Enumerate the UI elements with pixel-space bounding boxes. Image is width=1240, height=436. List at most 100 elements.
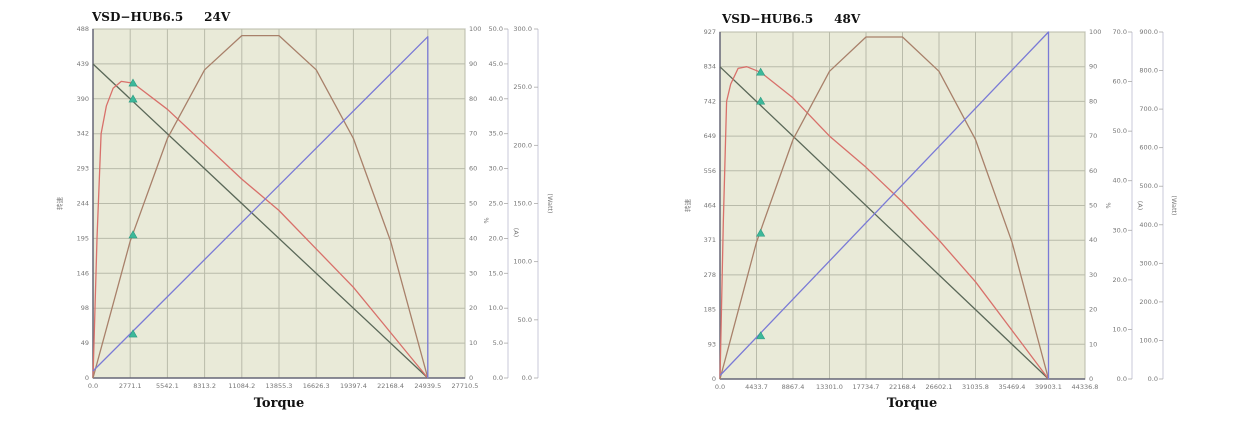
- x-tick-label: 0.0: [715, 383, 725, 391]
- left-tick-label: 488: [77, 25, 89, 33]
- series-line-left: [719, 66, 1049, 380]
- right-tick-label: 300.0: [513, 25, 532, 33]
- series-line-right1: [719, 31, 1050, 379]
- x-axis-label-48v: Torque: [886, 396, 938, 411]
- left-tick-label: 98: [81, 304, 89, 312]
- left-tick-label: 244: [77, 200, 89, 208]
- series-line-right1: [92, 36, 429, 378]
- right-tick-label: 0: [1089, 375, 1093, 383]
- left-tick-label: 0: [712, 375, 716, 383]
- right-tick-label: 15.0: [489, 269, 503, 277]
- x-tick-label: 19397.4: [340, 382, 367, 390]
- right-tick-label: 100: [469, 25, 481, 33]
- right-tick-label: 400.0: [1139, 221, 1158, 229]
- left-tick-label: 278: [704, 271, 716, 279]
- right-tick-label: 600.0: [1139, 144, 1158, 152]
- right-tick-label: 0.0: [1148, 375, 1158, 383]
- operating-point-marker: [756, 331, 766, 340]
- x-tick-label: 27710.5: [452, 382, 479, 390]
- left-axis-title: 转速: [683, 199, 692, 213]
- x-tick-label: 0.0: [88, 382, 98, 390]
- right-tick-label: 45.0: [489, 60, 503, 68]
- operating-point-marker: [128, 78, 138, 87]
- right-tick-label: 150.0: [513, 200, 532, 208]
- right-tick-label: 70.0: [1113, 28, 1127, 36]
- right-tick-label: 5.0: [493, 339, 503, 347]
- x-tick-label: 13855.3: [266, 382, 293, 390]
- right-tick-label: 30.0: [489, 165, 503, 173]
- right-axis-title: (A): [512, 228, 520, 238]
- series-line-right2: [719, 36, 1050, 380]
- right-tick-label: 20: [469, 304, 477, 312]
- right-axis-title: %: [482, 217, 490, 223]
- left-tick-label: 0: [85, 374, 89, 382]
- right-tick-label: 30.0: [1113, 226, 1127, 234]
- series-line-right0: [92, 80, 429, 379]
- right-axis-title: (Watt): [1170, 195, 1178, 215]
- right-tick-label: 20.0: [489, 234, 503, 242]
- right-tick-label: 70: [1089, 132, 1097, 140]
- x-tick-label: 24939.5: [414, 382, 441, 390]
- operating-point-marker: [756, 228, 766, 237]
- right-tick-label: 200.0: [1139, 298, 1158, 306]
- left-tick-label: 556: [704, 167, 716, 175]
- right-tick-label: 40: [1089, 236, 1097, 244]
- right-tick-label: 10: [1089, 340, 1097, 348]
- right-tick-label: 40: [469, 234, 477, 242]
- x-tick-label: 5542.1: [156, 382, 179, 390]
- right-tick-label: 700.0: [1139, 105, 1158, 113]
- x-tick-label: 22168.4: [377, 382, 404, 390]
- left-tick-label: 439: [77, 60, 89, 68]
- x-tick-label: 44336.8: [1072, 383, 1099, 391]
- right-tick-label: 25.0: [489, 200, 503, 208]
- right-tick-label: 20: [1089, 306, 1097, 314]
- right-tick-label: 90: [469, 60, 477, 68]
- right-tick-label: 80: [1089, 97, 1097, 105]
- right-tick-label: 900.0: [1139, 28, 1158, 36]
- left-tick-label: 371: [704, 236, 716, 244]
- operating-point-marker: [128, 94, 138, 103]
- series-line-right2: [92, 34, 429, 379]
- right-tick-label: 50: [469, 200, 477, 208]
- x-tick-label: 26602.1: [926, 383, 953, 391]
- right-tick-label: 0: [469, 374, 473, 382]
- right-axis-title: %: [1104, 202, 1112, 208]
- right-tick-label: 40.0: [1113, 177, 1127, 185]
- left-tick-label: 195: [77, 234, 89, 242]
- right-tick-label: 250.0: [513, 83, 532, 91]
- right-tick-label: 200.0: [513, 141, 532, 149]
- left-tick-label: 146: [77, 269, 89, 277]
- right-tick-label: 30: [1089, 271, 1097, 279]
- series-line-right0: [719, 66, 1050, 380]
- right-tick-label: 20.0: [1113, 276, 1127, 284]
- x-tick-label: 22168.4: [889, 383, 916, 391]
- right-axis-title: (A): [1136, 201, 1144, 211]
- right-tick-label: 100.0: [1139, 336, 1158, 344]
- left-tick-label: 185: [704, 306, 716, 314]
- right-tick-label: 10.0: [1113, 325, 1127, 333]
- right-tick-label: 35.0: [489, 130, 503, 138]
- right-tick-label: 30: [469, 269, 477, 277]
- chart-title-24v: VSD−HUB6.5 24V: [92, 10, 231, 24]
- left-axis-title: 转速: [55, 197, 64, 211]
- right-tick-label: 50.0: [489, 25, 503, 33]
- right-axis-title: (Watt): [546, 193, 554, 213]
- right-tick-label: 70: [469, 130, 477, 138]
- right-tick-label: 0.0: [1117, 375, 1127, 383]
- left-tick-label: 649: [704, 132, 716, 140]
- right-tick-label: 0.0: [493, 374, 503, 382]
- right-tick-label: 50: [1089, 202, 1097, 210]
- operating-point-marker: [756, 67, 766, 76]
- operating-point-marker: [128, 329, 138, 338]
- x-tick-label: 17734.7: [853, 383, 880, 391]
- right-tick-label: 10.0: [489, 304, 503, 312]
- right-tick-label: 10: [469, 339, 477, 347]
- right-tick-label: 800.0: [1139, 67, 1158, 75]
- right-tick-label: 60: [1089, 167, 1097, 175]
- right-tick-label: 300.0: [1139, 259, 1158, 267]
- right-tick-label: 50.0: [518, 316, 532, 324]
- x-tick-label: 8313.2: [193, 382, 216, 390]
- left-tick-label: 742: [704, 97, 716, 105]
- right-tick-label: 90: [1089, 63, 1097, 71]
- left-tick-label: 927: [704, 28, 716, 36]
